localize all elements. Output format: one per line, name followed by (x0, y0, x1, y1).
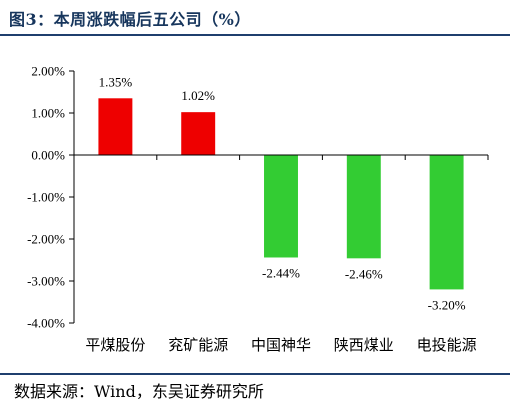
bar-chart: 2.00%1.00%0.00%-1.00%-2.00%-3.00%-4.00% … (27, 64, 489, 354)
x-axis: 平煤股份 兖矿能源 中国神华 陕西煤业 电投能源 (73, 154, 489, 354)
bar (181, 112, 216, 155)
y-axis: 2.00% 1.00% 0.00% -1.00% -2.00% -3.00% -4.00% (27, 64, 75, 331)
title-divider (0, 34, 510, 36)
y-tick-label: 0.00% (31, 148, 65, 163)
bar-data-label: -2.44% (262, 265, 300, 280)
category-label: 电投能源 (417, 337, 477, 354)
y-tick-label: 1.00% (31, 106, 65, 121)
chart-title: 图3：本周涨跌幅后五公司（%） (9, 10, 251, 29)
bar-data-label: -2.46% (345, 266, 383, 281)
y-tick-label: 2.00% (31, 64, 65, 79)
bar (98, 98, 133, 155)
source-note: 数据来源：Wind，东吴证券研究所 (14, 382, 264, 401)
bar-data-label: 1.02% (181, 88, 215, 103)
category-label: 中国神华 (251, 337, 311, 354)
bar (264, 155, 298, 258)
category-label: 陕西煤业 (334, 337, 394, 354)
category-label: 平煤股份 (85, 337, 145, 354)
source-divider (0, 373, 510, 375)
bar (429, 155, 464, 290)
y-tick-label: -2.00% (27, 232, 65, 247)
bar-data-label: -3.20% (428, 297, 466, 312)
y-tick-label: -3.00% (27, 274, 65, 289)
y-tick-label: -4.00% (27, 316, 65, 331)
y-tick-label: -1.00% (27, 190, 65, 205)
data-labels: 1.35% 1.02% -2.44% -2.46% -3.20% (99, 74, 466, 312)
bars (98, 98, 464, 290)
bar (346, 155, 381, 259)
bar-data-label: 1.35% (99, 74, 133, 89)
category-label: 兖矿能源 (168, 337, 228, 354)
